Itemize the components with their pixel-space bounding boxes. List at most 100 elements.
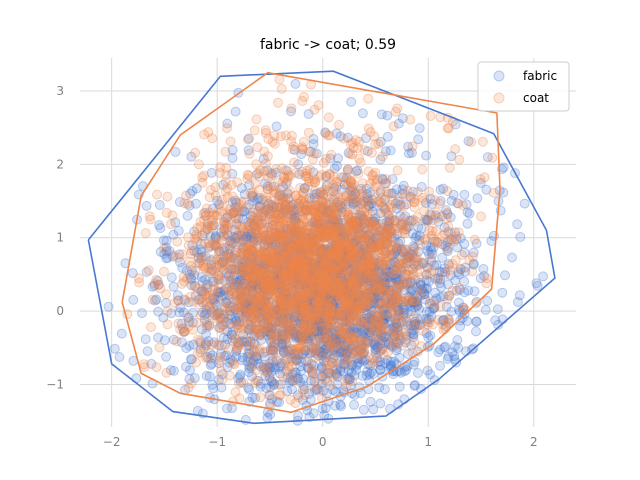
data-point-fabric bbox=[259, 351, 270, 362]
data-point-fabric bbox=[357, 108, 368, 119]
data-point-fabric bbox=[252, 284, 263, 295]
data-point-fabric bbox=[335, 337, 346, 348]
data-point-coat bbox=[236, 294, 247, 305]
data-point-fabric bbox=[336, 335, 347, 346]
data-point-fabric bbox=[342, 222, 353, 233]
data-point-coat bbox=[295, 343, 306, 353]
data-point-fabric bbox=[241, 233, 252, 244]
data-point-fabric bbox=[303, 327, 314, 338]
data-point-fabric bbox=[331, 333, 342, 344]
data-point-coat bbox=[297, 166, 308, 177]
data-point-fabric bbox=[208, 383, 219, 394]
data-point-coat bbox=[275, 229, 286, 239]
data-point-fabric bbox=[417, 258, 428, 269]
data-point-fabric bbox=[272, 396, 282, 407]
data-point-coat bbox=[144, 211, 155, 222]
data-point-coat bbox=[392, 333, 403, 343]
data-point-fabric bbox=[278, 306, 289, 317]
data-point-fabric bbox=[308, 360, 319, 371]
data-point-fabric bbox=[259, 283, 270, 294]
data-point-fabric bbox=[329, 342, 340, 353]
data-point-fabric bbox=[330, 271, 341, 282]
data-point-fabric bbox=[260, 205, 271, 216]
data-point-fabric bbox=[480, 304, 491, 315]
data-point-fabric bbox=[334, 253, 345, 263]
data-point-fabric bbox=[362, 195, 373, 206]
data-point-fabric bbox=[330, 254, 341, 265]
data-point-coat bbox=[303, 287, 314, 298]
data-point-fabric bbox=[227, 153, 238, 164]
data-point-fabric bbox=[327, 266, 338, 277]
data-point-fabric bbox=[173, 295, 184, 306]
data-point-fabric bbox=[370, 284, 381, 295]
data-point-fabric bbox=[353, 252, 364, 263]
data-point-coat bbox=[381, 308, 391, 319]
data-point-fabric bbox=[453, 297, 464, 308]
data-point-fabric bbox=[322, 319, 333, 330]
data-point-fabric bbox=[338, 366, 349, 377]
data-point-fabric bbox=[328, 299, 339, 310]
data-point-fabric bbox=[357, 240, 368, 251]
data-point-fabric bbox=[351, 259, 362, 270]
data-point-coat bbox=[330, 224, 341, 235]
data-point-fabric bbox=[326, 244, 337, 255]
data-point-fabric bbox=[371, 287, 382, 298]
data-point-fabric bbox=[313, 326, 324, 337]
data-point-fabric bbox=[269, 232, 280, 242]
data-point-fabric bbox=[364, 236, 375, 247]
data-point-fabric bbox=[307, 272, 318, 283]
data-point-fabric bbox=[277, 326, 288, 337]
data-point-fabric bbox=[268, 264, 279, 275]
data-point-coat bbox=[458, 302, 469, 313]
data-point-fabric bbox=[248, 207, 259, 218]
data-point-fabric bbox=[332, 288, 343, 299]
data-point-fabric bbox=[277, 318, 288, 329]
data-point-fabric bbox=[280, 276, 291, 287]
data-point-fabric bbox=[373, 279, 384, 290]
data-point-fabric bbox=[295, 250, 306, 261]
data-point-fabric bbox=[178, 327, 189, 337]
data-point-coat bbox=[353, 168, 364, 179]
data-point-coat bbox=[228, 280, 239, 290]
data-point-fabric bbox=[239, 189, 250, 200]
data-point-fabric bbox=[151, 294, 162, 305]
data-point-fabric bbox=[446, 306, 457, 317]
data-point-fabric bbox=[246, 277, 257, 288]
data-point-fabric bbox=[293, 199, 304, 209]
data-point-fabric bbox=[471, 326, 481, 337]
data-point-coat bbox=[388, 121, 399, 132]
data-point-fabric bbox=[380, 277, 390, 288]
data-point-fabric bbox=[231, 296, 242, 307]
data-point-fabric bbox=[319, 257, 330, 268]
data-point-coat bbox=[181, 190, 191, 201]
data-point-fabric bbox=[226, 285, 237, 296]
data-point-fabric bbox=[240, 256, 251, 267]
data-point-coat bbox=[162, 191, 173, 202]
data-point-fabric bbox=[210, 230, 221, 241]
data-point-fabric bbox=[236, 292, 247, 303]
data-point-coat bbox=[297, 144, 308, 155]
data-point-fabric bbox=[252, 354, 263, 365]
data-point-fabric bbox=[290, 331, 301, 342]
data-point-fabric bbox=[538, 271, 549, 282]
data-point-fabric bbox=[330, 222, 341, 232]
data-point-coat bbox=[355, 189, 366, 200]
data-point-fabric bbox=[358, 355, 369, 366]
data-point-fabric bbox=[328, 270, 339, 281]
data-point-coat bbox=[321, 300, 332, 311]
data-point-coat bbox=[185, 248, 196, 259]
data-point-coat bbox=[269, 130, 280, 141]
data-point-fabric bbox=[330, 268, 341, 279]
data-point-coat bbox=[139, 362, 150, 373]
data-point-coat bbox=[253, 216, 264, 227]
data-point-fabric bbox=[321, 231, 332, 242]
data-point-fabric bbox=[338, 345, 349, 356]
data-point-fabric bbox=[531, 278, 542, 289]
data-point-coat bbox=[403, 296, 414, 307]
data-point-fabric bbox=[196, 247, 207, 258]
data-point-fabric bbox=[409, 297, 420, 308]
data-point-fabric bbox=[431, 260, 442, 271]
data-point-fabric bbox=[328, 256, 339, 267]
data-point-fabric bbox=[303, 247, 314, 258]
data-point-fabric bbox=[279, 265, 289, 276]
